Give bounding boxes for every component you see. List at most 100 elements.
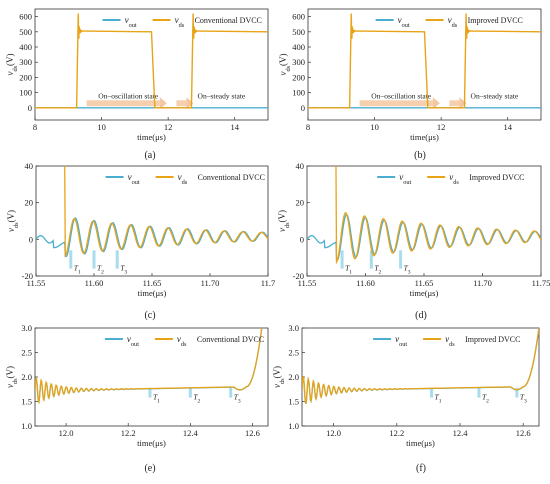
y-axis-label: vds(V) — [5, 366, 19, 388]
legend-label-vds-sub: ds — [181, 341, 187, 348]
x-tick-label: 12.4 — [183, 428, 199, 438]
y-tick-label: 20 — [25, 198, 34, 208]
x-axis-label: time(μs) — [410, 288, 439, 298]
panel-a: 8 10 12 140100200300400500600time(μs)vds(V)… — [5, 8, 269, 161]
y-axis-unit: (V) — [278, 53, 288, 66]
legend-label-vds: vds — [178, 172, 188, 186]
time-marker-label-sub: 2 — [198, 399, 201, 405]
panel-label: (d) — [415, 310, 427, 321]
time-marker-label: T2 — [193, 393, 200, 405]
y-tick-label: 0 — [301, 103, 305, 113]
steady-arrow-head — [186, 97, 194, 110]
panel-label: (b) — [414, 150, 426, 161]
legend-label-vout: vout — [125, 15, 137, 29]
y-axis-label-text: vds(V) — [6, 210, 20, 232]
legend-label-vds-main: v — [445, 334, 449, 344]
y-tick-label: 500 — [292, 27, 305, 37]
x-axis-label: time(μs) — [410, 132, 439, 142]
y-tick-label: 2.0 — [21, 372, 32, 382]
steady-arrow — [449, 100, 460, 107]
panel-label: (a) — [144, 150, 155, 161]
legend-label-vout-sub: out — [403, 179, 411, 186]
x-tick-label: 8 — [306, 122, 310, 132]
x-tick-label: 11.65 — [143, 278, 162, 288]
panel-e: 12.0 12.2 12.4 12.6 1.0 1.5 2.0 2.5 3.0 time(μs) v… — [5, 323, 269, 474]
legend-label-vout: vout — [399, 172, 411, 186]
time-marker-label: T1 — [345, 264, 352, 276]
y-tick-label: 500 — [19, 27, 32, 37]
y-tick-label: 300 — [19, 57, 32, 67]
legend-label-vout-main: v — [125, 15, 129, 25]
legend: vout vds Conventional DVCC — [104, 334, 264, 348]
legend-label-vds-main: v — [177, 334, 181, 344]
plot-area: T1 T2 T3 — [36, 166, 268, 276]
x-axis-label: time(μs) — [137, 132, 166, 142]
y-axis-label-text: vds(V) — [5, 53, 19, 75]
series-vds-line — [35, 13, 268, 109]
state-label-steady: On–steady state — [198, 92, 246, 101]
oscillation-arrow — [86, 100, 160, 107]
x-tick-label: 10 — [370, 122, 379, 132]
x-tick-label: 11.7 — [261, 278, 276, 288]
x-tick-label: 12.4 — [453, 428, 469, 438]
time-marker-label: T2 — [374, 264, 381, 276]
legend-label-vout-main: v — [128, 172, 132, 182]
y-tick-label: 200 — [292, 72, 305, 82]
x-tick-label: 12.0 — [59, 428, 74, 438]
time-marker-label-sub: 1 — [78, 270, 81, 276]
y-axis-label-text: vds(V) — [278, 53, 292, 75]
legend-label-vds-sub: ds — [179, 22, 185, 29]
y-tick-label: 1.0 — [21, 421, 32, 431]
y-axis-label-text-sub: ds — [284, 222, 291, 228]
x-axis-label: time(μs) — [406, 438, 435, 448]
legend-label-vds-main: v — [178, 172, 182, 182]
y-axis-label-text-main: v — [272, 384, 282, 388]
legend-title: Conventional DVCC — [197, 335, 264, 344]
time-marker-label-main: T — [404, 264, 409, 273]
legend-title: Improved DVCC — [468, 16, 523, 25]
x-tick-label: 11.65 — [415, 278, 434, 288]
series-vds-line — [308, 13, 541, 109]
time-marker-label-main: T — [374, 264, 379, 273]
oscillation-arrow-head — [432, 97, 440, 110]
y-axis-unit: (V) — [5, 366, 15, 379]
panel-label: (f) — [416, 463, 426, 474]
time-marker-label: T3 — [520, 393, 527, 405]
time-marker-label: T1 — [153, 393, 160, 405]
time-marker-label-main: T — [345, 264, 350, 273]
time-marker-label-main: T — [153, 393, 158, 402]
y-tick-label: 100 — [19, 88, 32, 98]
x-tick-label: 11.60 — [356, 278, 375, 288]
legend-label-vds-sub: ds — [449, 341, 455, 348]
panel-b: 8 10 12 140100200300400500600time(μs)vds(V)… — [278, 8, 542, 161]
y-tick-label: 0 — [300, 234, 304, 244]
y-tick-label: 1.0 — [288, 421, 299, 431]
legend-label-vout-main: v — [398, 15, 402, 25]
plot-area: On–oscillation state On–steady state — [35, 13, 268, 110]
y-tick-label: 2.5 — [21, 348, 32, 358]
time-marker-label: T1 — [74, 264, 81, 276]
time-marker-label: T2 — [97, 264, 104, 276]
x-axis-label: time(μs) — [137, 438, 166, 448]
time-marker-label-sub: 2 — [486, 399, 489, 405]
time-marker-label-sub: 2 — [379, 270, 382, 276]
y-axis-label-text-main: v — [5, 72, 15, 76]
time-marker-label-sub: 1 — [349, 270, 352, 276]
legend-label-vds-sub: ds — [453, 179, 459, 186]
legend-label-vds-sub: ds — [182, 179, 188, 186]
oscillation-arrow — [359, 100, 433, 107]
y-tick-label: 100 — [292, 88, 305, 98]
time-marker-label: T3 — [234, 393, 241, 405]
legend-label-vds: vds — [448, 15, 458, 29]
x-tick-label: 11.70 — [201, 278, 220, 288]
y-axis-unit: (V) — [5, 53, 15, 66]
legend-label-vout-main: v — [399, 172, 403, 182]
plot-area: T1 T2 T3 — [35, 328, 263, 405]
time-marker-label-main: T — [435, 393, 440, 402]
legend-label-vds: vds — [177, 334, 187, 348]
panel-label: (c) — [144, 310, 155, 321]
state-label-steady: On–steady state — [471, 92, 519, 101]
y-tick-label: 200 — [19, 72, 32, 82]
plot-area: On–oscillation state On–steady state — [308, 13, 541, 110]
